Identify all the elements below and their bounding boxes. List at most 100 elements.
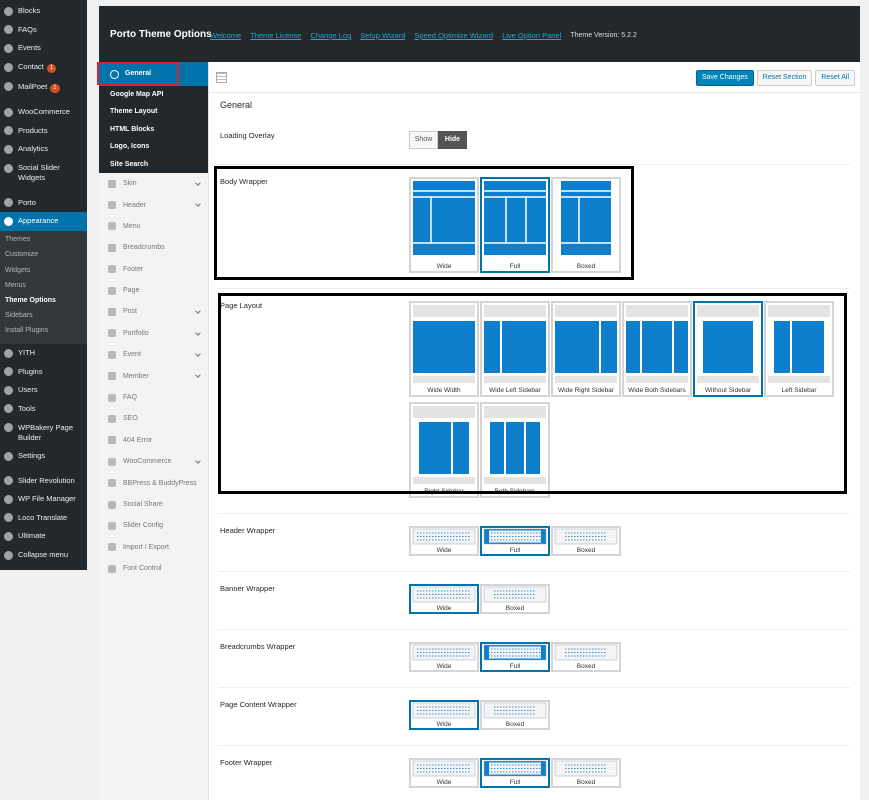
- toggle-button[interactable]: Hide: [438, 131, 467, 149]
- option[interactable]: Full: [480, 642, 550, 672]
- nav-item[interactable]: Header: [99, 194, 208, 215]
- option[interactable]: Both Sidebars: [480, 402, 550, 498]
- menu-item[interactable]: Collapse menu: [0, 546, 87, 565]
- submenu-item[interactable]: Themes: [5, 236, 31, 244]
- menu-item[interactable]: Contact 1: [0, 58, 87, 78]
- option[interactable]: Boxed: [480, 584, 550, 614]
- toolbar-button[interactable]: Reset Section: [756, 70, 813, 86]
- toolbar-button[interactable]: Save Changes: [695, 70, 754, 86]
- nav-subitem[interactable]: Google Map API: [99, 86, 208, 103]
- nav-subitem[interactable]: General: [99, 62, 208, 86]
- header-link[interactable]: Live Option Panel: [502, 31, 562, 40]
- header-link[interactable]: Speed Optimize Wizard: [414, 31, 494, 40]
- option[interactable]: Wide: [409, 584, 479, 614]
- nav-item[interactable]: BBPress & BuddyPress: [99, 472, 208, 493]
- nav-item[interactable]: Skin: [99, 173, 208, 194]
- nav-item[interactable]: Font Control: [99, 558, 208, 579]
- menu-item[interactable]: Social Slider Widgets: [0, 159, 87, 188]
- option-thumb: Both Sidebars: [480, 402, 550, 498]
- nav-item[interactable]: Social Share: [99, 494, 208, 515]
- nav-item[interactable]: Menu: [99, 216, 208, 237]
- menu-label: MailPoet 1: [18, 82, 60, 93]
- nav-item[interactable]: Footer: [99, 259, 208, 280]
- header-link[interactable]: Welcome: [210, 31, 242, 40]
- nav-item[interactable]: Breadcrumbs: [99, 237, 208, 258]
- option[interactable]: Left Sidebar: [764, 301, 834, 397]
- toggle-button[interactable]: Show: [409, 131, 438, 149]
- menu-item[interactable]: Plugins: [0, 362, 87, 381]
- option[interactable]: Full: [480, 177, 550, 273]
- header-link[interactable]: Setup Wizard: [360, 31, 406, 40]
- nav-subitem[interactable]: Theme Layout: [99, 103, 208, 120]
- menu-item[interactable]: WPBakery Page Builder: [0, 418, 87, 447]
- nav-item[interactable]: Import / Export: [99, 537, 208, 558]
- submenu-item[interactable]: Sidebars: [5, 312, 33, 320]
- option[interactable]: Boxed: [551, 526, 621, 556]
- submenu-item[interactable]: Widgets: [5, 266, 31, 274]
- toolbar-button[interactable]: Reset All: [815, 70, 855, 86]
- option[interactable]: Wide Width: [409, 301, 479, 397]
- menu-item[interactable]: MailPoet 1: [0, 77, 87, 97]
- thumb-shape: [484, 376, 546, 383]
- nav-label: General: [125, 70, 152, 77]
- option[interactable]: Full: [480, 526, 550, 556]
- submenu-item[interactable]: Customize: [5, 251, 39, 259]
- menu-label: Blocks: [18, 6, 41, 16]
- option[interactable]: Without Sidebar: [693, 301, 763, 397]
- menu-item[interactable]: YITH: [0, 344, 87, 363]
- option[interactable]: Wide: [409, 642, 479, 672]
- menu-item[interactable]: Ultimate: [0, 527, 87, 546]
- option[interactable]: Wide: [409, 526, 479, 556]
- header-link[interactable]: Change Log: [310, 31, 352, 40]
- menu-item[interactable]: Users: [0, 381, 87, 400]
- nav-item[interactable]: SEO: [99, 408, 208, 429]
- nav-item[interactable]: Event: [99, 344, 208, 365]
- menu-icon: [4, 43, 13, 53]
- menu-item[interactable]: Blocks: [0, 2, 87, 21]
- option[interactable]: Wide Both Sidebars: [622, 301, 692, 397]
- menu-icon: [4, 348, 13, 358]
- nav-item[interactable]: Slider Config: [99, 515, 208, 536]
- option[interactable]: Boxed: [551, 758, 621, 788]
- nav-item[interactable]: Post: [99, 301, 208, 322]
- menu-item[interactable]: Settings: [0, 447, 87, 466]
- nav-item[interactable]: 404 Error: [99, 430, 208, 451]
- menu-item[interactable]: Slider Revolution: [0, 471, 87, 490]
- submenu-item[interactable]: Menus: [5, 281, 27, 289]
- nav-item[interactable]: WooCommerce: [99, 451, 208, 472]
- option-label: Breadcrumbs Wrapper: [220, 642, 296, 651]
- option-thumb: Boxed: [480, 700, 550, 730]
- menu-item[interactable]: Tools: [0, 400, 87, 419]
- nav-item[interactable]: Member: [99, 365, 208, 386]
- menu-item[interactable]: FAQs: [0, 21, 87, 40]
- nav-item[interactable]: FAQ: [99, 387, 208, 408]
- option[interactable]: Wide: [409, 177, 479, 273]
- option[interactable]: Wide Left Sidebar: [480, 301, 550, 397]
- nav-item[interactable]: Page: [99, 280, 208, 301]
- menu-item[interactable]: Products: [0, 122, 87, 141]
- menu-item[interactable]: Porto: [0, 193, 87, 212]
- menu-item[interactable]: Analytics: [0, 140, 87, 159]
- option[interactable]: Full: [480, 758, 550, 788]
- submenu-item[interactable]: Theme Options: [5, 296, 56, 304]
- thumb-shape: [642, 321, 672, 373]
- menu-item[interactable]: Loco Translate: [0, 509, 87, 528]
- header-link[interactable]: Theme License: [250, 31, 302, 40]
- menu-item[interactable]: Appearance: [0, 211, 87, 231]
- option[interactable]: Boxed: [551, 642, 621, 672]
- option[interactable]: Boxed: [480, 700, 550, 730]
- menu-item[interactable]: WP File Manager: [0, 490, 87, 509]
- nav-subitem[interactable]: Site Search: [99, 156, 208, 173]
- toggle: Show Hide: [409, 131, 467, 149]
- submenu-item[interactable]: Install Plugins: [5, 327, 49, 335]
- option[interactable]: Boxed: [551, 177, 621, 273]
- toolbar-icon[interactable]: [216, 72, 227, 83]
- menu-item[interactable]: Events: [0, 39, 87, 58]
- option[interactable]: Wide Right Sidebar: [551, 301, 621, 397]
- nav-subitem[interactable]: HTML Blocks: [99, 121, 208, 138]
- menu-item[interactable]: WooCommerce: [0, 103, 87, 122]
- option[interactable]: Wide: [409, 758, 479, 788]
- option[interactable]: Wide: [409, 700, 479, 730]
- nav-item[interactable]: Portfolio: [99, 323, 208, 344]
- nav-subitem[interactable]: Logo, Icons: [99, 138, 208, 155]
